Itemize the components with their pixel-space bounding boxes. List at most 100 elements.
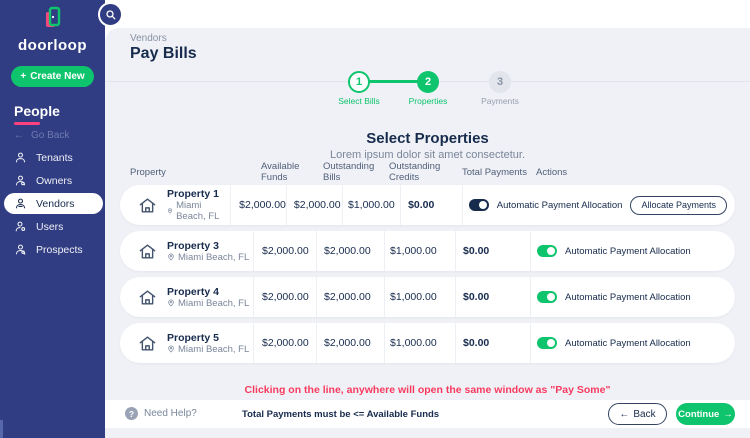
column-outstanding-bills: Outstanding Bills [323, 161, 375, 183]
table-row[interactable]: Property 3 Miami Beach, FL $2,000.00 $2,… [120, 231, 735, 271]
location-pin-icon [168, 299, 174, 307]
available-funds-value: $2,000.00 [253, 277, 316, 317]
page-title: Pay Bills [130, 45, 197, 62]
property-name: Property 1 [167, 188, 219, 200]
column-outstanding-credits: Outstanding Credits [389, 161, 441, 183]
house-icon [139, 289, 156, 305]
brand-name: doorloop [18, 37, 87, 54]
outstanding-bills-value: $2,000.00 [316, 277, 384, 317]
step-label-select-bills: Select Bills [338, 96, 380, 106]
tenants-icon [15, 152, 26, 163]
section-title: Select Properties [366, 130, 489, 147]
available-funds-value: $2,000.00 [253, 231, 316, 271]
house-icon [139, 335, 156, 351]
column-available-funds: Available Funds [261, 161, 300, 183]
back-arrow-icon: ← [14, 130, 24, 141]
auto-payment-toggle[interactable] [537, 337, 557, 349]
available-funds-value: $2,000.00 [230, 185, 286, 225]
sidebar-nav: Tenants Owners Vendors Users Prospects [0, 146, 105, 261]
section-underline [14, 122, 40, 125]
breadcrumb[interactable]: Vendors [130, 33, 167, 44]
table-row[interactable]: Property 1 Miami Beach, FL $2,000.00 $2,… [120, 185, 735, 225]
sidebar-item-vendors[interactable]: Vendors [4, 193, 103, 214]
toggle-label: Automatic Payment Allocation [565, 245, 691, 257]
location-pin-icon [168, 253, 174, 261]
search-icon [105, 9, 115, 19]
table-header: Property Available Funds Outstanding Bil… [120, 161, 735, 183]
need-help-button[interactable]: ? Need Help? [125, 407, 197, 420]
outstanding-bills-value: $2,000.00 [316, 231, 384, 271]
doorloop-logo[interactable]: doorloop [0, 6, 105, 54]
back-label: Back [633, 408, 656, 420]
step-payments[interactable]: 3 [489, 71, 511, 93]
owners-icon [15, 175, 26, 186]
outstanding-credits-value: $1,000.00 [384, 277, 455, 317]
table-row[interactable]: Property 4 Miami Beach, FL $2,000.00 $2,… [120, 277, 735, 317]
nav-label: Vendors [36, 197, 75, 210]
property-location: Miami Beach, FL [178, 297, 250, 309]
sidebar-item-users[interactable]: Users [0, 215, 105, 238]
column-property: Property [130, 166, 166, 178]
plus-icon: + [20, 71, 27, 82]
prospects-icon [15, 244, 26, 255]
users-icon [15, 221, 26, 232]
vendors-icon [15, 198, 26, 209]
back-button[interactable]: ← Back [608, 403, 667, 425]
sidebar: doorloop + Create New People ← Go Back T… [0, 0, 105, 438]
nav-label: Tenants [36, 151, 73, 164]
column-total-payments: Total Payments [462, 166, 527, 178]
help-circle-icon: ? [125, 407, 138, 420]
auto-payment-toggle[interactable] [468, 199, 489, 211]
sidebar-section-people: People [14, 103, 60, 119]
location-pin-icon [168, 345, 174, 353]
nav-label: Users [36, 220, 64, 233]
total-payments-value: $0.00 [455, 277, 530, 317]
sidebar-item-owners[interactable]: Owners [0, 169, 105, 192]
hint-text: Clicking on the line, anywhere will open… [244, 384, 611, 396]
step-select-bills[interactable]: 1 [348, 71, 370, 93]
create-new-button[interactable]: + Create New [11, 66, 94, 87]
continue-button[interactable]: Continue → [676, 403, 735, 425]
sidebar-scrollbar[interactable] [0, 420, 3, 438]
back-arrow-icon: ← [619, 408, 630, 420]
total-payments-value: $0.00 [400, 185, 462, 225]
continue-label: Continue [678, 408, 720, 420]
nav-label: Prospects [36, 243, 83, 256]
property-location: Miami Beach, FL [178, 343, 250, 355]
forward-arrow-icon: → [723, 408, 733, 420]
toggle-label: Automatic Payment Allocation [496, 199, 623, 211]
table-row[interactable]: Property 5 Miami Beach, FL $2,000.00 $2,… [120, 323, 735, 363]
step-properties[interactable]: 2 [417, 71, 439, 93]
house-icon [139, 243, 156, 259]
property-location: Miami Beach, FL [178, 251, 250, 263]
outstanding-credits-value: $1,000.00 [341, 185, 400, 225]
property-name: Property 3 [167, 239, 219, 252]
property-location: Miami Beach, FL [176, 200, 220, 222]
need-help-label: Need Help? [144, 408, 197, 419]
auto-payment-toggle[interactable] [537, 245, 557, 257]
house-icon [139, 197, 156, 213]
outstanding-credits-value: $1,000.00 [384, 323, 455, 363]
toggle-label: Automatic Payment Allocation [565, 291, 691, 303]
column-actions: Actions [536, 166, 568, 178]
stepper-progress-line [362, 80, 424, 83]
sidebar-go-back[interactable]: ← Go Back [14, 130, 69, 141]
allocate-payments-button[interactable]: Allocate Payments [630, 195, 728, 215]
footer-note: Total Payments must be <= Available Fund… [242, 409, 440, 420]
sidebar-item-tenants[interactable]: Tenants [0, 146, 105, 169]
toggle-label: Automatic Payment Allocation [565, 337, 691, 349]
create-new-label: Create New [30, 71, 85, 82]
sidebar-item-prospects[interactable]: Prospects [0, 238, 105, 261]
search-button[interactable] [98, 2, 123, 27]
outstanding-credits-value: $1,000.00 [384, 231, 455, 271]
topbar [105, 0, 750, 28]
outstanding-bills-value: $2,000.00 [316, 323, 384, 363]
door-icon [45, 6, 60, 27]
auto-payment-toggle[interactable] [537, 291, 557, 303]
property-name: Property 5 [167, 331, 219, 344]
go-back-label: Go Back [31, 130, 70, 141]
nav-label: Owners [36, 174, 73, 187]
outstanding-bills-value: $2,000.00 [285, 185, 342, 225]
section-subtitle: Lorem ipsum dolor sit amet consectetur. [329, 149, 526, 161]
